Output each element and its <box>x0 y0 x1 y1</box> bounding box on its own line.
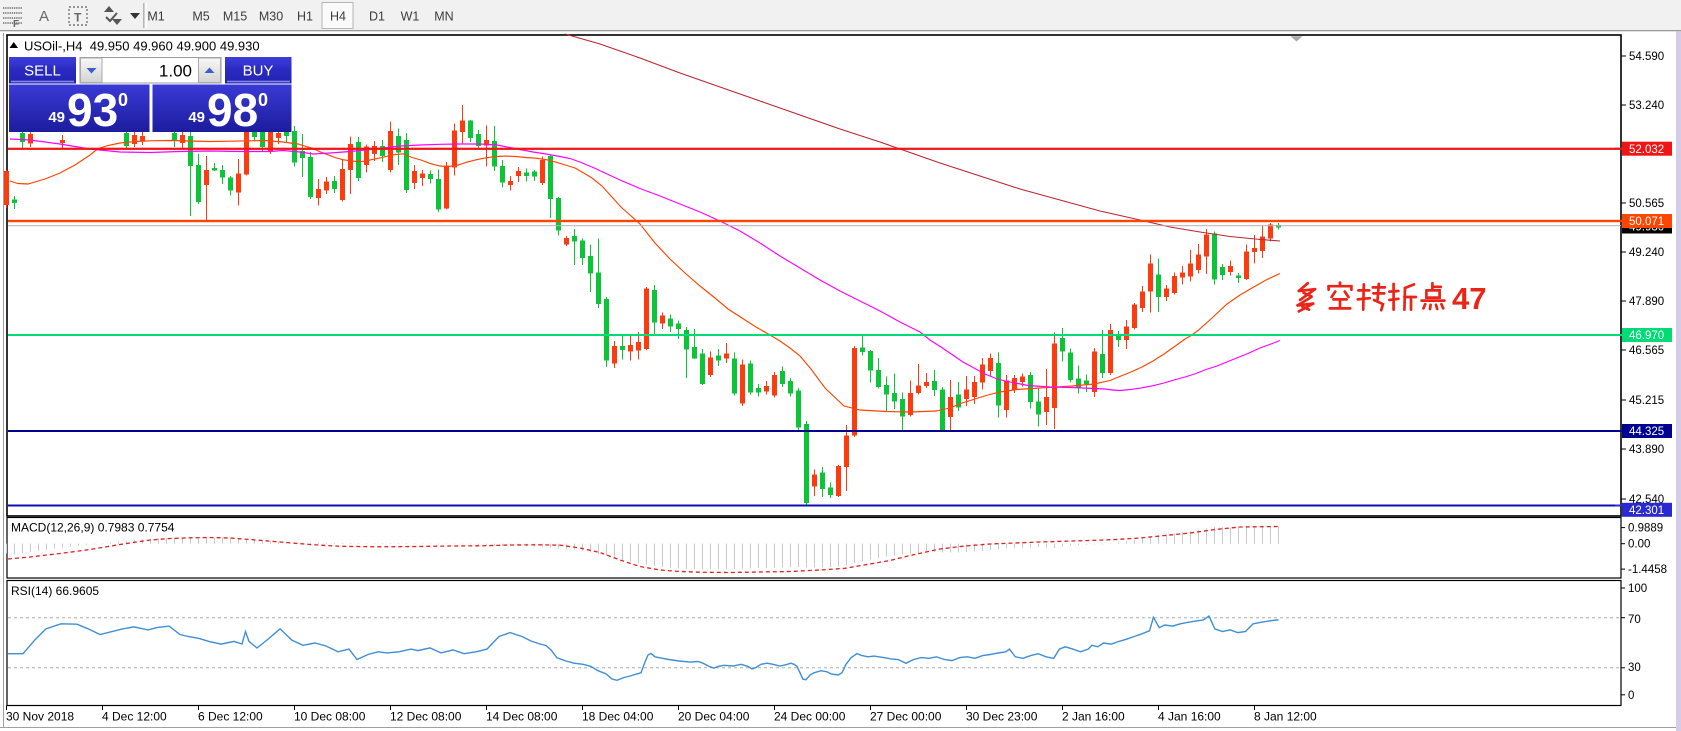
svg-text:20 Dec 04:00: 20 Dec 04:00 <box>678 710 750 724</box>
svg-text:H1: H1 <box>297 10 313 24</box>
svg-text:W1: W1 <box>401 10 420 24</box>
svg-text:D1: D1 <box>369 10 385 24</box>
svg-text:27 Dec 00:00: 27 Dec 00:00 <box>870 710 942 724</box>
svg-text:93: 93 <box>67 84 118 136</box>
svg-text:H4: H4 <box>330 10 346 24</box>
svg-text:-1.4458: -1.4458 <box>1628 564 1667 576</box>
svg-text:M5: M5 <box>192 10 209 24</box>
svg-text:T: T <box>74 11 82 25</box>
svg-text:54.590: 54.590 <box>1629 51 1664 63</box>
svg-text:50.565: 50.565 <box>1629 198 1664 210</box>
svg-text:49: 49 <box>48 109 65 126</box>
svg-text:30: 30 <box>1628 662 1641 674</box>
svg-text:42.301: 42.301 <box>1629 505 1664 517</box>
svg-text:30 Dec 23:00: 30 Dec 23:00 <box>966 710 1038 724</box>
svg-text:M1: M1 <box>147 10 164 24</box>
svg-text:49.240: 49.240 <box>1629 247 1664 259</box>
svg-text:MACD(12,26,9) 0.7983 0.7754: MACD(12,26,9) 0.7983 0.7754 <box>11 521 175 535</box>
svg-text:M15: M15 <box>223 10 247 24</box>
svg-text:70: 70 <box>1628 614 1641 626</box>
svg-text:100: 100 <box>1628 583 1647 595</box>
svg-text:4 Dec 12:00: 4 Dec 12:00 <box>102 710 167 724</box>
svg-text:0.00: 0.00 <box>1628 539 1650 551</box>
svg-text:98: 98 <box>207 84 258 136</box>
svg-text:0: 0 <box>1628 690 1634 702</box>
svg-text:BUY: BUY <box>243 63 274 80</box>
svg-text:47: 47 <box>1452 281 1486 316</box>
svg-text:43.890: 43.890 <box>1629 444 1664 456</box>
svg-text:0.9889: 0.9889 <box>1628 523 1663 535</box>
svg-text:14 Dec 08:00: 14 Dec 08:00 <box>486 710 558 724</box>
svg-text:SELL: SELL <box>24 63 61 80</box>
svg-text:12 Dec 08:00: 12 Dec 08:00 <box>390 710 462 724</box>
svg-text:47.890: 47.890 <box>1629 296 1664 308</box>
svg-text:10 Dec 08:00: 10 Dec 08:00 <box>294 710 366 724</box>
svg-text:2 Jan 16:00: 2 Jan 16:00 <box>1062 710 1125 724</box>
svg-text:44.325: 44.325 <box>1629 426 1664 438</box>
svg-text:24 Dec 00:00: 24 Dec 00:00 <box>774 710 846 724</box>
svg-text:46.565: 46.565 <box>1629 345 1664 357</box>
svg-text:30 Nov 2018: 30 Nov 2018 <box>6 710 74 724</box>
svg-text:USOil-,H4 49.950 49.960 49.90: USOil-,H4 49.950 49.960 49.900 49.930 <box>24 39 260 54</box>
svg-text:0: 0 <box>118 90 128 110</box>
svg-text:52.032: 52.032 <box>1629 144 1664 156</box>
svg-text:49: 49 <box>188 109 205 126</box>
svg-text:18 Dec 04:00: 18 Dec 04:00 <box>582 710 654 724</box>
svg-text:F: F <box>13 19 19 30</box>
svg-text:0: 0 <box>258 90 268 110</box>
svg-text:46.970: 46.970 <box>1629 330 1664 342</box>
svg-text:6 Dec 12:00: 6 Dec 12:00 <box>198 710 263 724</box>
svg-text:8 Jan 12:00: 8 Jan 12:00 <box>1254 710 1317 724</box>
svg-text:45.215: 45.215 <box>1629 395 1664 407</box>
svg-text:MN: MN <box>434 10 453 24</box>
svg-text:RSI(14) 66.9605: RSI(14) 66.9605 <box>11 584 99 598</box>
svg-text:M30: M30 <box>259 10 283 24</box>
svg-text:A: A <box>39 8 49 25</box>
svg-text:53.240: 53.240 <box>1629 100 1664 112</box>
svg-text:1.00: 1.00 <box>159 62 192 81</box>
svg-text:4 Jan 16:00: 4 Jan 16:00 <box>1158 710 1221 724</box>
svg-text:50.071: 50.071 <box>1629 216 1664 228</box>
